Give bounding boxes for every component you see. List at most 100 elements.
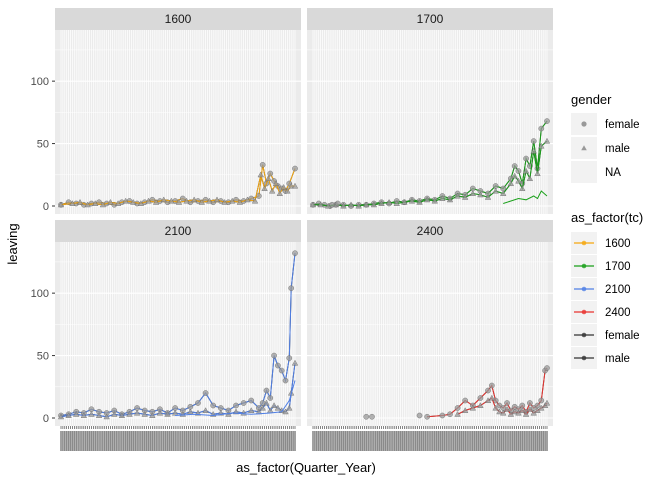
x-tick-label <box>273 431 275 451</box>
data-point-male <box>519 407 526 413</box>
x-tick-label <box>314 431 316 451</box>
x-tick-label <box>161 431 163 451</box>
data-point-female <box>259 161 266 168</box>
x-tick-label <box>102 431 104 451</box>
x-tick-label <box>168 431 171 451</box>
x-tick-label <box>88 431 91 451</box>
data-point-male <box>282 408 289 415</box>
x-tick-label <box>329 431 331 451</box>
data-point-female <box>515 168 522 174</box>
legend-tc-label: 2100 <box>605 284 631 296</box>
x-tick-label <box>411 431 413 451</box>
series-group-1700 <box>309 118 551 209</box>
x-tick-label <box>451 431 453 451</box>
data-point-male <box>408 197 416 204</box>
x-tick-label <box>447 431 449 451</box>
x-tick-label <box>405 431 408 451</box>
data-point-female <box>544 118 550 124</box>
legend-gender-label: female <box>605 119 640 131</box>
x-tick-label <box>374 431 377 451</box>
x-tick-label <box>290 431 292 451</box>
x-tick-label <box>510 431 512 451</box>
x-tick-label <box>464 431 466 451</box>
data-point-male <box>511 172 518 179</box>
data-point-female <box>424 413 430 420</box>
x-tick-label <box>399 431 402 451</box>
x-tick-label <box>380 431 383 451</box>
data-point-female <box>485 387 491 394</box>
x-tick-label <box>462 431 465 451</box>
x-tick-label <box>254 431 256 451</box>
data-point-male <box>99 201 106 208</box>
data-point-male <box>92 200 99 206</box>
legend-gender-label: male <box>605 143 630 155</box>
data-point-male <box>137 200 145 206</box>
data-point-female <box>489 382 495 389</box>
x-tick-label <box>441 431 444 451</box>
x-tick-label <box>513 431 516 451</box>
x-tick-label <box>430 431 432 451</box>
data-point-male <box>291 182 299 189</box>
x-tick-label <box>73 431 76 451</box>
legend-key <box>571 161 597 183</box>
x-tick-label <box>403 431 406 451</box>
x-tick-label <box>363 431 366 451</box>
x-tick-label <box>527 431 529 451</box>
data-point-male <box>291 359 299 366</box>
x-tick-label <box>416 431 419 451</box>
x-tick-label <box>468 431 470 451</box>
x-tick-label <box>407 431 409 451</box>
x-tick-label <box>432 431 434 451</box>
data-point-male <box>248 407 255 413</box>
x-tick-label <box>233 431 235 451</box>
legend-key-dot <box>581 286 587 292</box>
data-point-male <box>122 197 129 204</box>
data-point-female <box>511 163 518 169</box>
data-point-female <box>271 352 277 359</box>
x-tick-label <box>225 431 228 451</box>
data-point-male <box>76 199 84 205</box>
legend-key-circle <box>581 121 587 127</box>
data-point-male <box>145 197 152 204</box>
data-point-male <box>496 408 503 415</box>
x-axis-title: as_factor(Quarter_Year) <box>236 460 376 475</box>
data-point-male <box>236 199 243 205</box>
x-tick-label <box>498 431 501 451</box>
x-tick-label <box>185 431 188 451</box>
data-point-male <box>454 192 461 199</box>
x-tick-label <box>86 431 89 451</box>
data-point-female <box>462 397 468 404</box>
facet-strip <box>307 8 553 30</box>
legend-tc-label: 2400 <box>605 307 631 319</box>
data-point-male <box>280 184 287 190</box>
x-tick-label <box>65 431 68 451</box>
x-tick-label <box>340 431 343 451</box>
x-tick-label <box>395 431 398 451</box>
data-point-male <box>261 185 268 191</box>
x-tick-label <box>128 431 131 451</box>
x-tick-label <box>331 431 333 451</box>
x-tick-label <box>470 431 472 451</box>
data-point-male <box>265 175 272 181</box>
x-tick-label <box>174 431 176 451</box>
data-point-male <box>488 394 495 401</box>
data-point-male <box>543 137 551 144</box>
data-point-male <box>454 411 461 417</box>
y-tick-label: 0 <box>43 413 49 425</box>
x-tick-label <box>284 431 287 451</box>
x-tick-label <box>187 431 190 451</box>
x-tick-label <box>119 431 121 451</box>
x-tick-label <box>390 431 392 451</box>
x-tick-label <box>69 431 72 451</box>
legend-tc-title: as_factor(tc) <box>571 210 643 225</box>
x-tick-label <box>317 431 320 451</box>
x-tick-label <box>202 431 205 451</box>
x-tick-label <box>500 431 503 451</box>
data-point-female <box>256 193 262 199</box>
x-tick-label <box>121 431 123 451</box>
data-point-male <box>156 409 164 416</box>
legend-tc-label: female <box>605 330 640 342</box>
x-tick-label <box>294 431 296 451</box>
legend-tc-label: 1700 <box>605 261 631 273</box>
